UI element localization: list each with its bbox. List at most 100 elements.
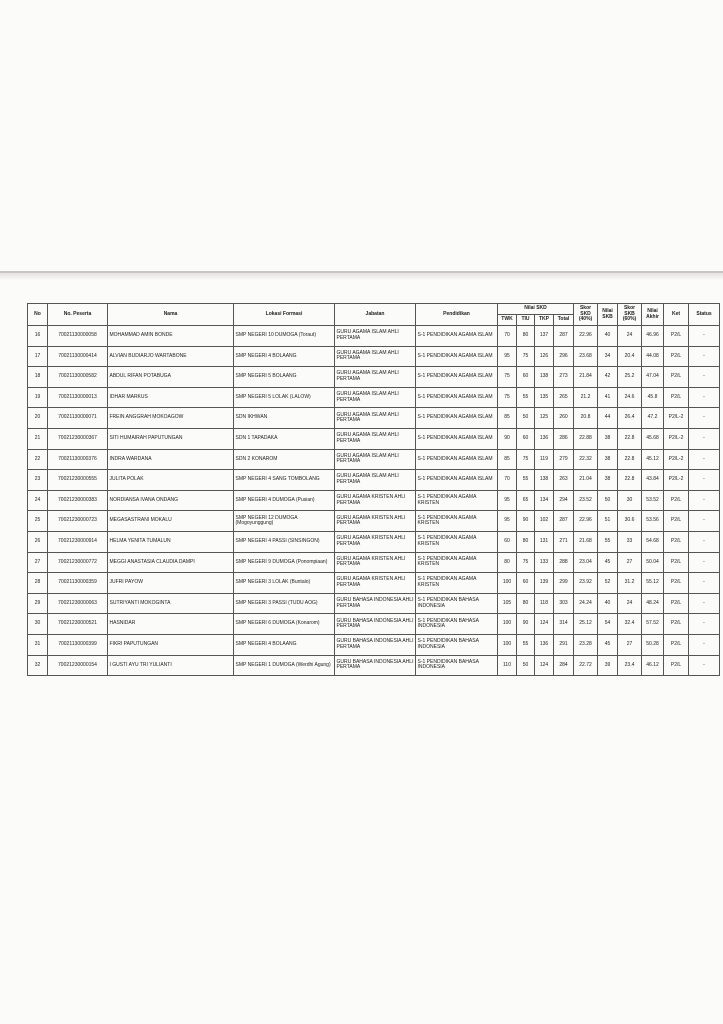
cell-ket: P2/L-2 [663, 448, 690, 471]
cell-akhir: 46.96 [641, 325, 665, 347]
cell-status: - [688, 572, 721, 594]
header-pendidikan: Pendidikan [415, 303, 498, 326]
cell-lokasi: SMP NEGERI 12 DUMOGA (Mogoyunggung) [233, 510, 335, 532]
header-nama: Nama [107, 303, 234, 326]
cell-id: 70021130000071 [47, 407, 108, 429]
table-row: 26 70021230000914 HELMA YENITA TUMALUN SMP … [27, 530, 721, 553]
cell-tkp: 136 [534, 427, 554, 450]
cell-total: 291 [552, 633, 575, 656]
cell-total: 294 [552, 489, 575, 512]
cell-pendidikan: S-1 PENDIDIKAN BAHASA INDONESIA [415, 592, 498, 615]
cell-ket: P2/L-2 [663, 469, 690, 491]
cell-lokasi: SMP NEGERI 3 LOLAK (Buntalo) [233, 572, 335, 594]
cell-akhir: 50.04 [641, 551, 665, 574]
cell-skd: 22.96 [573, 510, 599, 532]
table-row: 18 70021130000582 ABDUL RIFAN POTABUGA SMP … [27, 366, 721, 388]
cell-ket: P2/L [663, 551, 690, 574]
cell-status: - [688, 366, 721, 388]
cell-skd: 22.88 [573, 427, 599, 450]
cell-nama: ABDUL RIFAN POTABUGA [107, 366, 234, 388]
cell-skorskb: 26.4 [617, 407, 643, 429]
cell-no: 20 [27, 407, 48, 429]
cell-tkp: 133 [534, 551, 554, 574]
header-no: No [27, 303, 48, 326]
cell-ket: P2/L [663, 654, 690, 677]
cell-lokasi: SDN 1 TAPADAKA [233, 427, 335, 450]
cell-total: 273 [552, 366, 575, 388]
cell-total: 284 [552, 654, 575, 677]
cell-total: 299 [552, 572, 575, 594]
cell-status: - [688, 427, 721, 450]
cell-jabatan: GURU BAHASA INDONESIA AHLI PERTAMA [334, 633, 416, 656]
cell-jabatan: GURU BAHASA INDONESIA AHLI PERTAMA [334, 654, 416, 677]
cell-id: 70021230000772 [47, 551, 108, 574]
cell-skd: 24.24 [573, 592, 599, 615]
cell-tiu: 90 [516, 613, 535, 635]
cell-lokasi: SMP NEGERI 5 LOLAK (LALOW) [233, 386, 335, 409]
cell-nama: JUFRI PAYOW [107, 572, 234, 594]
cell-skb: 51 [597, 510, 619, 532]
table-row: 32 70021230000154 I GUSTI AYU TRI YULIANTI… [27, 654, 721, 677]
cell-akhir: 46.12 [641, 654, 665, 677]
cell-id: 70021230000154 [47, 654, 108, 677]
cell-lokasi: SMP NEGERI 9 DUMOGA (Ponompiaan) [233, 551, 335, 574]
cell-tkp: 139 [534, 572, 554, 594]
cell-twk: 90 [497, 427, 517, 450]
table-row: 30 70021230000521 HASNIDAR SMP NEGERI 6 DUM… [27, 613, 721, 635]
cell-no: 27 [27, 551, 48, 574]
cell-status: - [688, 407, 721, 429]
cell-lokasi: SMP NEGERI 4 DUMOGA (Pusian) [233, 489, 335, 512]
cell-twk: 100 [497, 613, 517, 635]
cell-no: 31 [27, 633, 48, 656]
cell-jabatan: GURU AGAMA ISLAM AHLI PERTAMA [334, 386, 416, 409]
cell-id: 70021230000555 [47, 469, 108, 491]
cell-status: - [688, 654, 721, 677]
cell-akhir: 45.68 [641, 427, 665, 450]
cell-ket: P2/L [663, 386, 690, 409]
cell-lokasi: SMP NEGERI 4 SANG TOMBOLANG [233, 469, 335, 491]
cell-skorskb: 24 [617, 325, 643, 347]
cell-skb: 40 [597, 325, 619, 347]
cell-lokasi: SMP NEGERI 4 BOLAANG [233, 345, 335, 368]
cell-skorskb: 33 [617, 530, 643, 553]
cell-akhir: 45.8 [641, 386, 665, 409]
cell-jabatan: GURU AGAMA KRISTEN AHLI PERTAMA [334, 530, 416, 553]
cell-skb: 50 [597, 489, 619, 512]
cell-nama: IDHAR MARKUS [107, 386, 234, 409]
cell-tkp: 137 [534, 325, 554, 347]
cell-tiu: 60 [516, 427, 535, 450]
cell-ket: P2/L [663, 592, 690, 615]
cell-twk: 95 [497, 510, 517, 532]
cell-tkp: 124 [534, 613, 554, 635]
cell-status: - [688, 633, 721, 656]
table-row: 19 70021130000013 IDHAR MARKUS SMP NEGERI 5… [27, 386, 721, 409]
cell-id: 70021130000399 [47, 633, 108, 656]
table-row: 29 70021230000063 SUTRIYANTI MOKOGINTA SMP … [27, 592, 721, 615]
header-nilai-skb: Nilai SKB [597, 303, 619, 326]
cell-status: - [688, 386, 721, 409]
cell-twk: 85 [497, 407, 517, 429]
results-table: No No. Peserta Nama Lokasi Formasi Jabat… [27, 303, 721, 677]
cell-no: 24 [27, 489, 48, 512]
cell-twk: 110 [497, 654, 517, 677]
cell-status: - [688, 613, 721, 635]
cell-id: 70021130000013 [47, 386, 108, 409]
cell-skorskb: 24.6 [617, 386, 643, 409]
cell-pendidikan: S-1 PENDIDIKAN AGAMA ISLAM [415, 325, 498, 347]
cell-pendidikan: S-1 PENDIDIKAN BAHASA INDONESIA [415, 613, 498, 635]
cell-pendidikan: S-1 PENDIDIKAN AGAMA KRISTEN [415, 530, 498, 553]
cell-status: - [688, 592, 721, 615]
cell-nama: SITI HUMAIRAH PAPUTUNGAN [107, 427, 234, 450]
header-jabatan: Jabatan [334, 303, 416, 326]
cell-id: 70021130000582 [47, 366, 108, 388]
cell-jabatan: GURU AGAMA ISLAM AHLI PERTAMA [334, 448, 416, 471]
table-row: 22 70021130000376 INDRA WARDANA SDN 2 KONAR… [27, 448, 721, 471]
cell-ket: P2/L [663, 572, 690, 594]
cell-twk: 60 [497, 530, 517, 553]
cell-tkp: 135 [534, 386, 554, 409]
cell-twk: 80 [497, 551, 517, 574]
cell-ket: P2/L-2 [663, 407, 690, 429]
cell-skorskb: 24 [617, 592, 643, 615]
cell-skorskb: 20.4 [617, 345, 643, 368]
cell-no: 22 [27, 448, 48, 471]
